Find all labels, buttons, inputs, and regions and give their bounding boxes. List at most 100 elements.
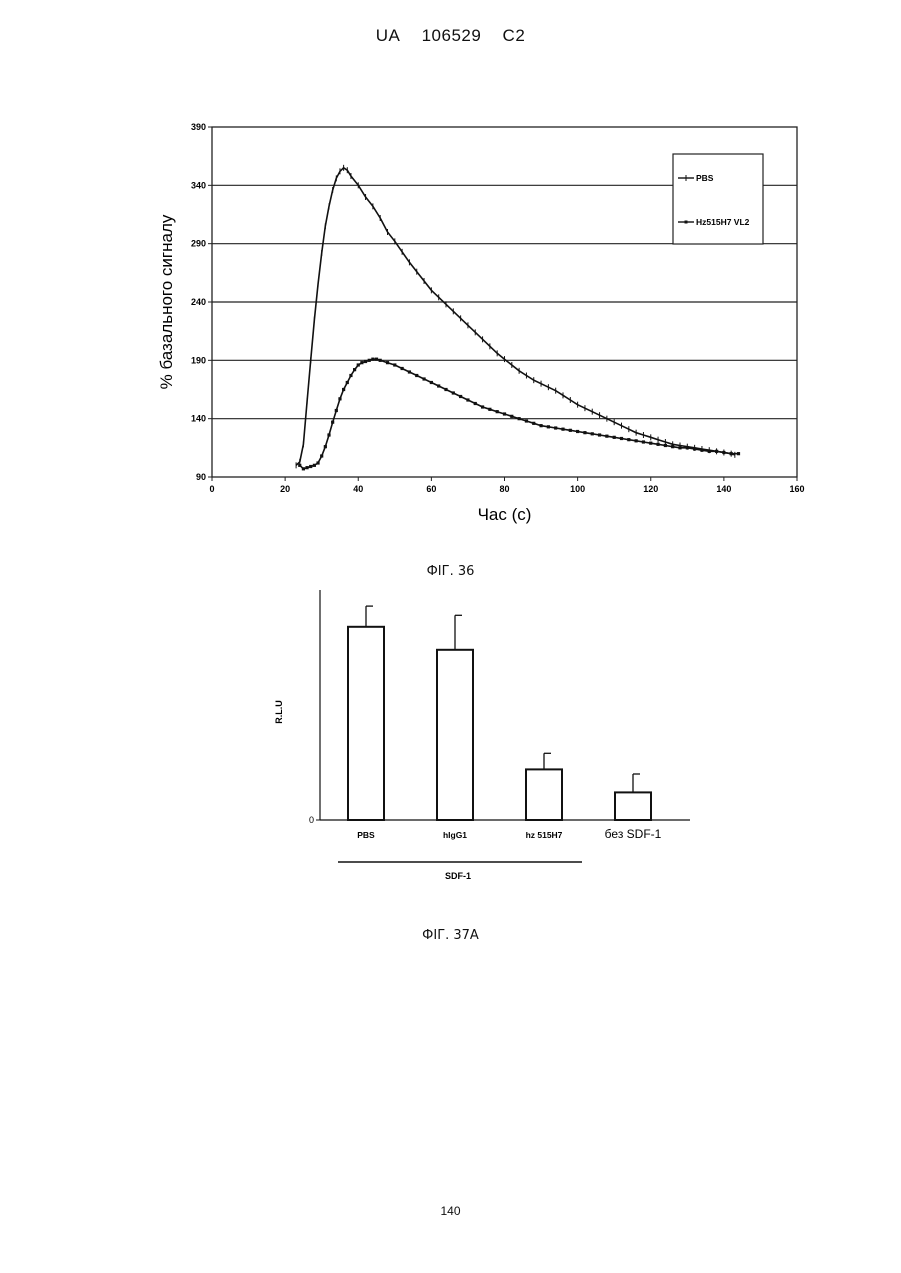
data-point	[437, 384, 440, 387]
data-point	[656, 443, 659, 446]
data-point	[368, 359, 371, 362]
patent-header: UA 106529 C2	[0, 26, 901, 46]
data-point	[316, 461, 319, 464]
data-point	[349, 374, 352, 377]
fig36-caption: ФІГ. 36	[0, 564, 901, 579]
legend-marker	[685, 221, 688, 224]
data-point	[422, 377, 425, 380]
x-tick-label: 60	[426, 484, 436, 494]
x-tick-label: PBS	[357, 830, 375, 840]
data-point	[715, 450, 718, 453]
data-point	[430, 381, 433, 384]
legend-label: Hz515H7 VL2	[696, 217, 750, 227]
fig36-line-chart: 9014019024029034039002040608010012014016…	[150, 110, 830, 540]
page-number: 140	[0, 1204, 901, 1218]
x-tick-label: 140	[716, 484, 731, 494]
data-point	[518, 417, 521, 420]
data-point	[364, 360, 367, 363]
x-axis-label: Час (с)	[478, 505, 532, 524]
data-point	[649, 442, 652, 445]
data-point	[693, 447, 696, 450]
y-tick-label: 140	[191, 414, 206, 424]
data-point	[700, 449, 703, 452]
data-point	[357, 363, 360, 366]
fig37a-bar-chart: 0R.L.UPBShIgG1hz 515H7без SDF-1SDF-1	[260, 580, 700, 890]
data-point	[620, 437, 623, 440]
data-point	[664, 444, 667, 447]
data-point	[613, 436, 616, 439]
data-point	[335, 409, 338, 412]
x-tick-label: 0	[209, 484, 214, 494]
header-kind: C2	[503, 26, 526, 45]
data-point	[379, 359, 382, 362]
bar	[437, 650, 473, 820]
data-point	[401, 367, 404, 370]
y-axis-label: R.L.U	[274, 700, 284, 724]
data-point	[353, 368, 356, 371]
legend-box	[673, 154, 763, 244]
data-point	[346, 381, 349, 384]
data-point	[474, 402, 477, 405]
data-point	[591, 432, 594, 435]
y-tick-label: 90	[196, 472, 206, 482]
header-country: UA	[376, 26, 401, 45]
data-point	[583, 431, 586, 434]
x-tick-label: hz 515H7	[526, 830, 563, 840]
data-point	[481, 405, 484, 408]
data-point	[324, 445, 327, 448]
data-point	[539, 424, 542, 427]
fig37a-caption: ФІГ. 37А	[0, 928, 901, 943]
x-tick-label: без SDF-1	[605, 827, 662, 841]
data-point	[298, 464, 301, 467]
x-tick-label: 160	[789, 484, 804, 494]
x-tick-label: 120	[643, 484, 658, 494]
data-point	[371, 358, 374, 361]
data-point	[331, 421, 334, 424]
x-tick-label: 20	[280, 484, 290, 494]
data-point	[320, 454, 323, 457]
data-point	[360, 361, 363, 364]
data-point	[488, 408, 491, 411]
data-point	[305, 466, 308, 469]
y-tick-label: 190	[191, 355, 206, 365]
data-point	[459, 395, 462, 398]
y-tick-label: 0	[309, 815, 314, 825]
x-tick-label: 80	[499, 484, 509, 494]
data-point	[496, 410, 499, 413]
data-point	[302, 467, 305, 470]
data-point	[547, 425, 550, 428]
data-point	[393, 363, 396, 366]
data-point	[598, 433, 601, 436]
y-axis-label: % базального сигналу	[157, 214, 176, 389]
data-point	[466, 398, 469, 401]
bar	[348, 627, 384, 820]
bar	[615, 792, 651, 820]
data-point	[313, 464, 316, 467]
data-point	[605, 435, 608, 438]
data-point	[686, 446, 689, 449]
data-point	[708, 450, 711, 453]
data-point	[342, 388, 345, 391]
data-point	[503, 412, 506, 415]
data-point	[452, 391, 455, 394]
data-point	[408, 370, 411, 373]
data-point	[375, 358, 378, 361]
header-number: 106529	[422, 26, 482, 45]
data-point	[415, 374, 418, 377]
data-point	[576, 430, 579, 433]
bar	[526, 769, 562, 820]
data-point	[338, 397, 341, 400]
data-point	[627, 438, 630, 441]
data-point	[678, 446, 681, 449]
data-point	[532, 422, 535, 425]
y-tick-label: 240	[191, 297, 206, 307]
y-tick-label: 390	[191, 122, 206, 132]
legend-label: PBS	[696, 173, 714, 183]
data-point	[561, 428, 564, 431]
data-point	[737, 452, 740, 455]
data-point	[510, 415, 513, 418]
data-point	[386, 361, 389, 364]
x-tick-label: 100	[570, 484, 585, 494]
y-tick-label: 340	[191, 180, 206, 190]
data-point	[730, 452, 733, 455]
